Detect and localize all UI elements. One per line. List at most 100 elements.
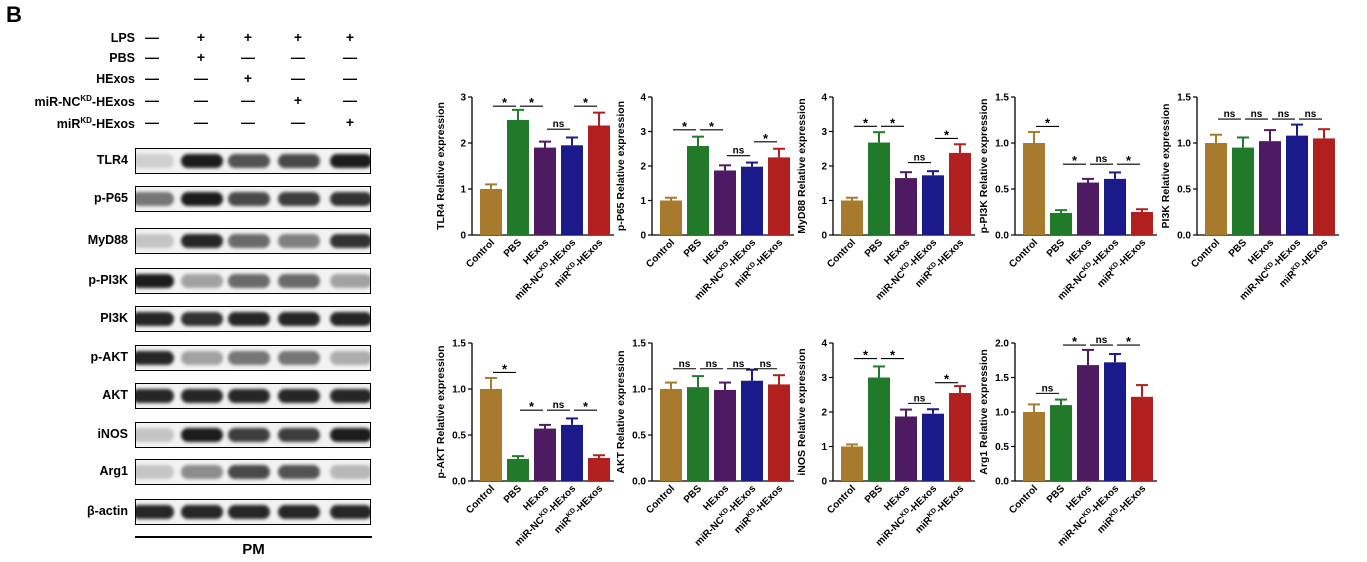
y-tick-label: 0.5: [452, 431, 466, 442]
significance-label: ns: [760, 359, 772, 370]
significance-label: ns: [914, 393, 926, 404]
significance-label: ns: [1096, 335, 1108, 346]
blot-band: [136, 465, 174, 479]
y-tick-label: 0.0: [995, 477, 1009, 488]
blot-band: [278, 351, 320, 365]
blot-band: [136, 154, 174, 168]
blot-band: [181, 389, 223, 403]
plus-sign: +: [243, 29, 253, 45]
blot-band: [278, 312, 320, 326]
significance-label: ns: [1305, 109, 1317, 120]
minus-sign: —: [343, 70, 357, 86]
significance-label: *: [529, 399, 535, 414]
y-tick-label: 1.5: [632, 339, 646, 350]
blot-band: [136, 274, 174, 288]
bar: [687, 387, 709, 481]
minus-sign: —: [291, 114, 305, 130]
blot-band: [181, 428, 223, 442]
x-tick-label: Control: [464, 237, 497, 270]
bar: [1286, 135, 1308, 235]
blot-strip: [135, 268, 371, 294]
blot-strip: [135, 186, 371, 212]
significance-label: *: [583, 95, 589, 110]
x-tick-label: PBS: [863, 483, 886, 506]
bar: [922, 175, 944, 235]
blot-band: [181, 351, 223, 365]
minus-sign: —: [194, 114, 208, 130]
blot-band: [181, 312, 223, 326]
bar: [660, 200, 682, 235]
x-tick-label: Control: [644, 483, 677, 516]
significance-label: *: [1126, 153, 1132, 168]
blot-label: Arg1: [99, 464, 128, 478]
blot-band: [228, 428, 270, 442]
bar: [768, 157, 790, 235]
bar: [1104, 362, 1126, 481]
blot-band: [330, 428, 370, 442]
blot-band: [330, 234, 370, 248]
bar: [714, 170, 736, 235]
significance-label: ns: [1096, 154, 1108, 165]
x-tick-label: PBS: [682, 237, 705, 260]
y-tick-label: 0.5: [632, 431, 646, 442]
x-tick-label: PBS: [502, 483, 525, 506]
y-tick-label: 0: [821, 477, 827, 488]
bar: [922, 413, 944, 481]
blot-band: [228, 465, 270, 479]
minus-sign: —: [145, 92, 159, 108]
y-tick-label: 1.0: [452, 385, 466, 396]
bar: [1077, 365, 1099, 481]
blot-label: p-PI3K: [88, 273, 128, 287]
y-tick-label: 1.5: [452, 339, 466, 350]
panel-letter: B: [6, 2, 22, 27]
y-tick-label: 2: [821, 162, 827, 173]
bar: [1023, 412, 1045, 481]
chart: 0.0 0.5 1.0 1.5 AKT Relative expression Contr…: [615, 339, 794, 549]
y-tick-label: 1.0: [632, 385, 646, 396]
y-axis-label: p-AKT Relative expression: [435, 345, 447, 478]
blot-band: [278, 465, 320, 479]
minus-sign: —: [343, 49, 357, 65]
plus-sign: +: [345, 29, 355, 45]
blot-band: [136, 192, 174, 206]
blot-band: [136, 428, 174, 442]
bar: [841, 200, 863, 235]
x-tick-label: Control: [1007, 483, 1040, 516]
significance-label: ns: [1224, 109, 1236, 120]
x-tick-label: PBS: [1045, 237, 1068, 260]
blot-band: [181, 465, 223, 479]
blot-band: [330, 274, 370, 288]
bar: [841, 446, 863, 481]
y-axis-label: Arg1 Relative expression: [978, 349, 990, 474]
plus-sign: +: [293, 29, 303, 45]
plus-sign: +: [196, 29, 206, 45]
blot-band: [278, 274, 320, 288]
significance-label: *: [1072, 334, 1078, 349]
chart: 0 1 2 3 4 p-P65 Relative expression Control PBS…: [615, 93, 794, 303]
bar: [868, 142, 890, 235]
blot-band: [330, 154, 370, 168]
blot-band: [136, 351, 174, 365]
bar: [949, 152, 971, 235]
minus-sign: —: [145, 29, 159, 45]
bar: [895, 416, 917, 481]
significance-label: *: [502, 361, 508, 376]
pm-label: PM: [242, 541, 265, 558]
bar: [507, 120, 529, 235]
y-tick-label: 2.0: [995, 339, 1009, 350]
y-tick-label: 4: [640, 93, 646, 104]
blot-band: [228, 274, 270, 288]
bar: [1077, 182, 1099, 235]
y-tick-label: 2: [821, 408, 827, 419]
x-tick-label: PBS: [502, 237, 525, 260]
bar: [895, 178, 917, 235]
y-tick-label: 3: [821, 127, 827, 138]
bar: [714, 389, 736, 481]
blot-band: [330, 505, 370, 519]
minus-sign: —: [194, 70, 208, 86]
blot-strip: [135, 383, 371, 409]
blot-band: [228, 234, 270, 248]
minus-sign: —: [145, 49, 159, 65]
bar: [1131, 396, 1153, 481]
plus-sign: +: [196, 49, 206, 65]
